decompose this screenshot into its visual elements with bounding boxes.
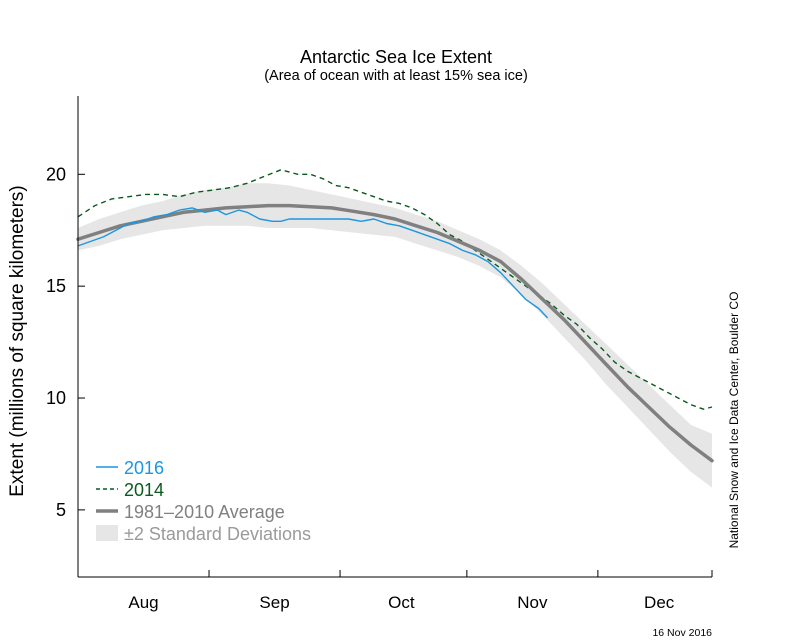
x-tick-label-nov: Nov: [517, 593, 548, 612]
x-tick-label-sep: Sep: [259, 593, 289, 612]
x-tick-label-dec: Dec: [644, 593, 675, 612]
series-line-2014: [77, 169, 713, 410]
std-dev-band: [78, 183, 712, 488]
chart-title: Antarctic Sea Ice Extent: [300, 47, 492, 67]
legend-swatch-band: [96, 525, 118, 541]
x-tick-label-oct: Oct: [388, 593, 415, 612]
plot-area: 5 10 15 20 Aug Sep Oct Nov Dec 201620141981–2010 …: [46, 96, 714, 612]
legend-label-2016: 2016: [124, 458, 164, 478]
legend-label-1981-2010-average: 1981–2010 Average: [124, 502, 285, 522]
y-tick-label: 15: [46, 276, 66, 296]
legend-label-2-standard-deviations: ±2 Standard Deviations: [124, 524, 311, 544]
legend-label-2014: 2014: [124, 480, 164, 500]
series-line-2016: [77, 207, 548, 319]
series-line-1981-2010-average: [76, 203, 714, 463]
date-stamp: 16 Nov 2016: [652, 627, 712, 639]
y-tick-label: 5: [56, 500, 66, 520]
chart-subtitle: (Area of ocean with at least 15% sea ice…: [264, 68, 528, 84]
y-tick-label: 20: [46, 164, 66, 184]
y-axis-label: Extent (millions of square kilometers): [7, 185, 28, 497]
credit-text: National Snow and Ice Data Center, Bould…: [727, 292, 741, 549]
x-tick-label-aug: Aug: [128, 593, 158, 612]
y-tick-label: 10: [46, 388, 66, 408]
